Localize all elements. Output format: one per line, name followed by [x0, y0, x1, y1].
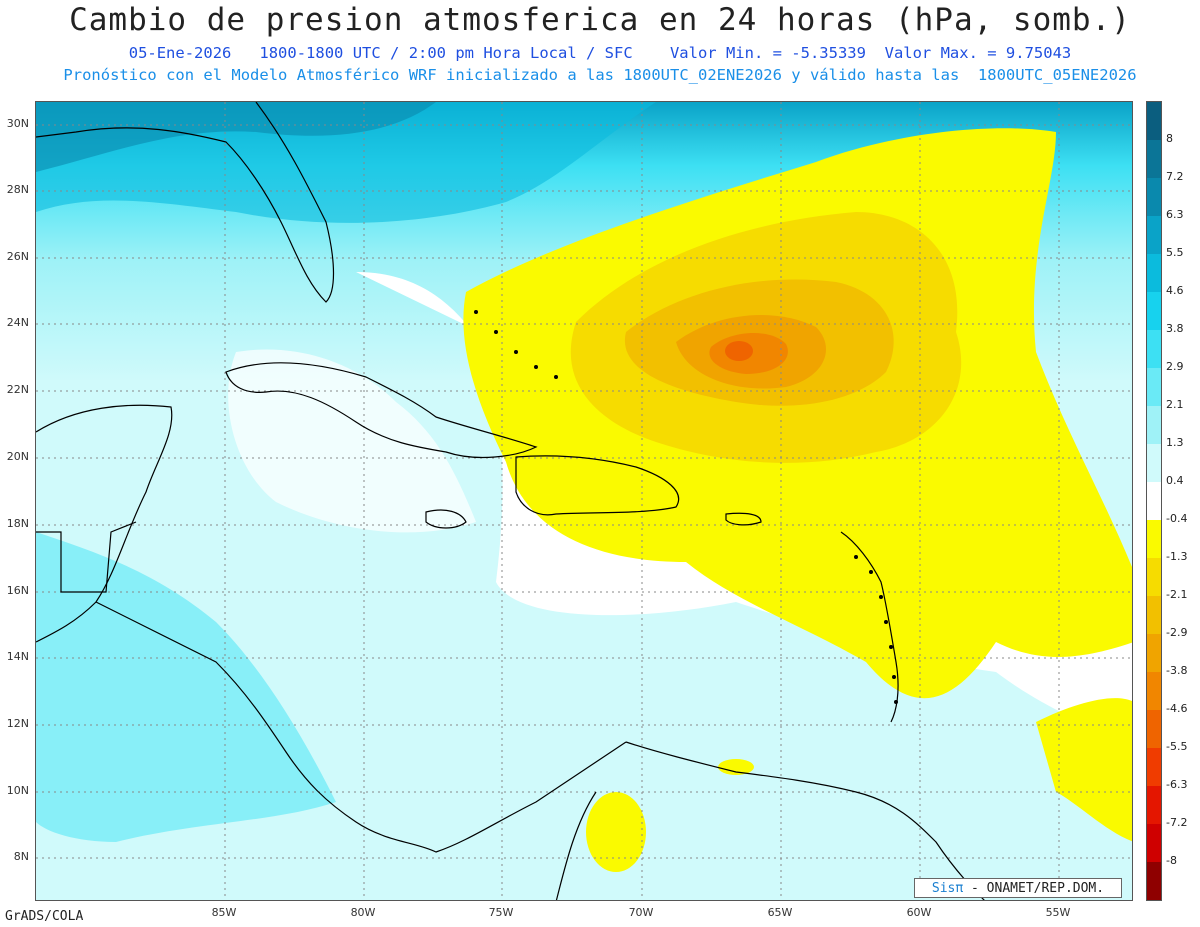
pressure-change-map: [35, 101, 1133, 901]
colorbar-segment: [1147, 368, 1161, 406]
colorbar-label: -4.6: [1166, 702, 1188, 715]
subtitle-date-range: 05-Ene-2026 1800-1800 UTC / 2:00 pm Hora…: [128, 44, 1072, 62]
lat-label: 8N: [13, 850, 29, 863]
lesser-antilles-islands: [474, 310, 898, 704]
colorbar-label: 8: [1166, 132, 1173, 145]
colorbar-segment: [1147, 482, 1161, 520]
rise-spot-aruba: [718, 759, 754, 775]
colorbar-segment: [1147, 292, 1161, 330]
lat-label: 26N: [6, 250, 29, 263]
colorbar-segment: [1147, 824, 1161, 862]
colorbar-segment: [1147, 862, 1161, 900]
colorbar-label: -6.3: [1166, 778, 1188, 791]
colorbar-label: -2.9: [1166, 626, 1188, 639]
colorbar-segment: [1147, 710, 1161, 748]
pressure-rise-east: [1036, 698, 1132, 842]
map-title: Cambio de presion atmosferica en 24 hora…: [69, 2, 1131, 38]
colorbar-segment: [1147, 634, 1161, 672]
lat-label: 20N: [6, 450, 29, 463]
lon-label: 60W: [906, 906, 932, 919]
map-canvas: [36, 102, 1132, 900]
subtitle-model-info: Pronóstico con el Modelo Atmosférico WRF…: [63, 66, 1137, 84]
colorbar-label: 7.2: [1166, 170, 1184, 183]
lon-label: 85W: [211, 906, 237, 919]
lat-label: 18N: [6, 517, 29, 530]
lon-label: 75W: [488, 906, 514, 919]
colorbar-segment: [1147, 748, 1161, 786]
sispi-logo: Sisπ - ONAMET/REP.DOM.: [914, 878, 1122, 898]
colorbar-label: -1.3: [1166, 550, 1188, 563]
neutral-zone-cuba: [228, 349, 476, 533]
colorbar-segment: [1147, 178, 1161, 216]
lat-label: 10N: [6, 784, 29, 797]
lat-label: 12N: [6, 717, 29, 730]
lat-label: 28N: [6, 183, 29, 196]
coastlines: [36, 102, 985, 900]
colorbar-label: 2.1: [1166, 398, 1184, 411]
lat-label: 14N: [6, 650, 29, 663]
colorbar-segment: [1147, 254, 1161, 292]
lat-label: 24N: [6, 316, 29, 329]
colorbar-label: -7.2: [1166, 816, 1188, 829]
lon-label: 80W: [350, 906, 376, 919]
software-credit: GrADS/COLA: [5, 909, 84, 924]
colorbar-label: 4.6: [1166, 284, 1184, 297]
colorbar-label: -8: [1166, 854, 1177, 867]
colorbar-label: -0.4: [1166, 512, 1188, 525]
colorbar-label: 2.9: [1166, 360, 1184, 373]
colorbar-segment: [1147, 444, 1161, 482]
lat-label: 30N: [6, 117, 29, 130]
colorbar-segment: [1147, 406, 1161, 444]
colorbar-segment: [1147, 596, 1161, 634]
colorbar-segment: [1147, 672, 1161, 710]
lon-label: 65W: [767, 906, 793, 919]
colorbar-segment: [1147, 102, 1161, 140]
lat-label: 22N: [6, 383, 29, 396]
colorbar-label: 1.3: [1166, 436, 1184, 449]
northern-low-core: [36, 102, 436, 172]
rise-spot-venezuela: [586, 792, 646, 872]
lon-label: 70W: [628, 906, 654, 919]
colorbar-label: 0.4: [1166, 474, 1184, 487]
colorbar-segment: [1147, 558, 1161, 596]
lat-label: 16N: [6, 584, 29, 597]
colorbar-segment: [1147, 216, 1161, 254]
colorbar-segment: [1147, 330, 1161, 368]
colorbar-label: 6.3: [1166, 208, 1184, 221]
colorbar-segment: [1147, 140, 1161, 178]
colorbar-label: -3.8: [1166, 664, 1188, 677]
colorbar-label: -2.1: [1166, 588, 1188, 601]
colorbar-label: -5.5: [1166, 740, 1188, 753]
graticule: [36, 102, 1132, 900]
lon-label: 55W: [1045, 906, 1071, 919]
rise-max-core: [725, 341, 753, 361]
colorbar-label: 3.8: [1166, 322, 1184, 335]
colorbar: [1146, 101, 1162, 901]
colorbar-segment: [1147, 786, 1161, 824]
colorbar-label: 5.5: [1166, 246, 1184, 259]
colorbar-segment: [1147, 520, 1161, 558]
